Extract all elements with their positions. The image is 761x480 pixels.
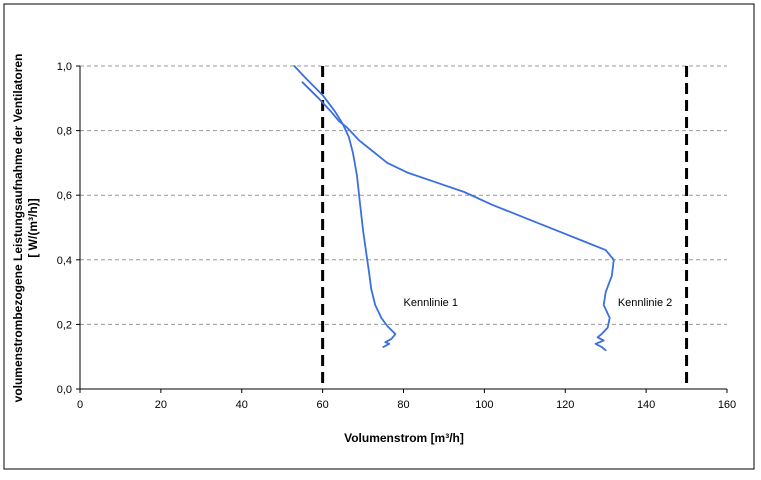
y-tick-label: 0,6 [57, 190, 72, 202]
x-tick-label: 100 [475, 399, 493, 411]
x-tick-label: 120 [556, 399, 574, 411]
y-tick-label: 0,8 [57, 126, 72, 138]
y-tick-label: 0,4 [57, 255, 72, 267]
x-axis-label: Volumenstrom [m³/h] [344, 431, 464, 445]
annotation-1: Kennlinie 1 [404, 297, 458, 309]
y-tick-label: 0,2 [57, 319, 72, 331]
x-tick-label: 20 [155, 399, 167, 411]
chart-area-border [3, 3, 755, 470]
x-tick-label: 80 [397, 399, 409, 411]
x-tick-label: 0 [77, 399, 83, 411]
series-group [293, 65, 615, 352]
annotations: Kennlinie 1 Kennlinie 2 [404, 297, 673, 309]
x-tick-label: 140 [637, 399, 655, 411]
y-tick-label: 0,0 [57, 384, 72, 396]
series-line-1 [293, 65, 397, 348]
y-tick-label: 1,0 [57, 61, 72, 73]
y-axis-ticks: 0,0 0,2 0,4 0,6 0,8 1,0 [57, 61, 80, 396]
x-tick-label: 40 [236, 399, 248, 411]
annotation-2: Kennlinie 2 [618, 297, 672, 309]
x-axis-ticks: 0 20 40 60 80 100 120 140 160 [77, 389, 736, 411]
y-axis-label-line2: [ W/(m³/h)] [26, 198, 40, 257]
grid-lines [80, 65, 727, 325]
series-line-2 [301, 81, 615, 352]
x-tick-label: 160 [718, 399, 736, 411]
x-tick-label: 60 [317, 399, 329, 411]
reference-lines [321, 66, 689, 389]
y-axis-label-line1: volumenstrombezogene Leistungsaufnahme d… [11, 54, 25, 403]
